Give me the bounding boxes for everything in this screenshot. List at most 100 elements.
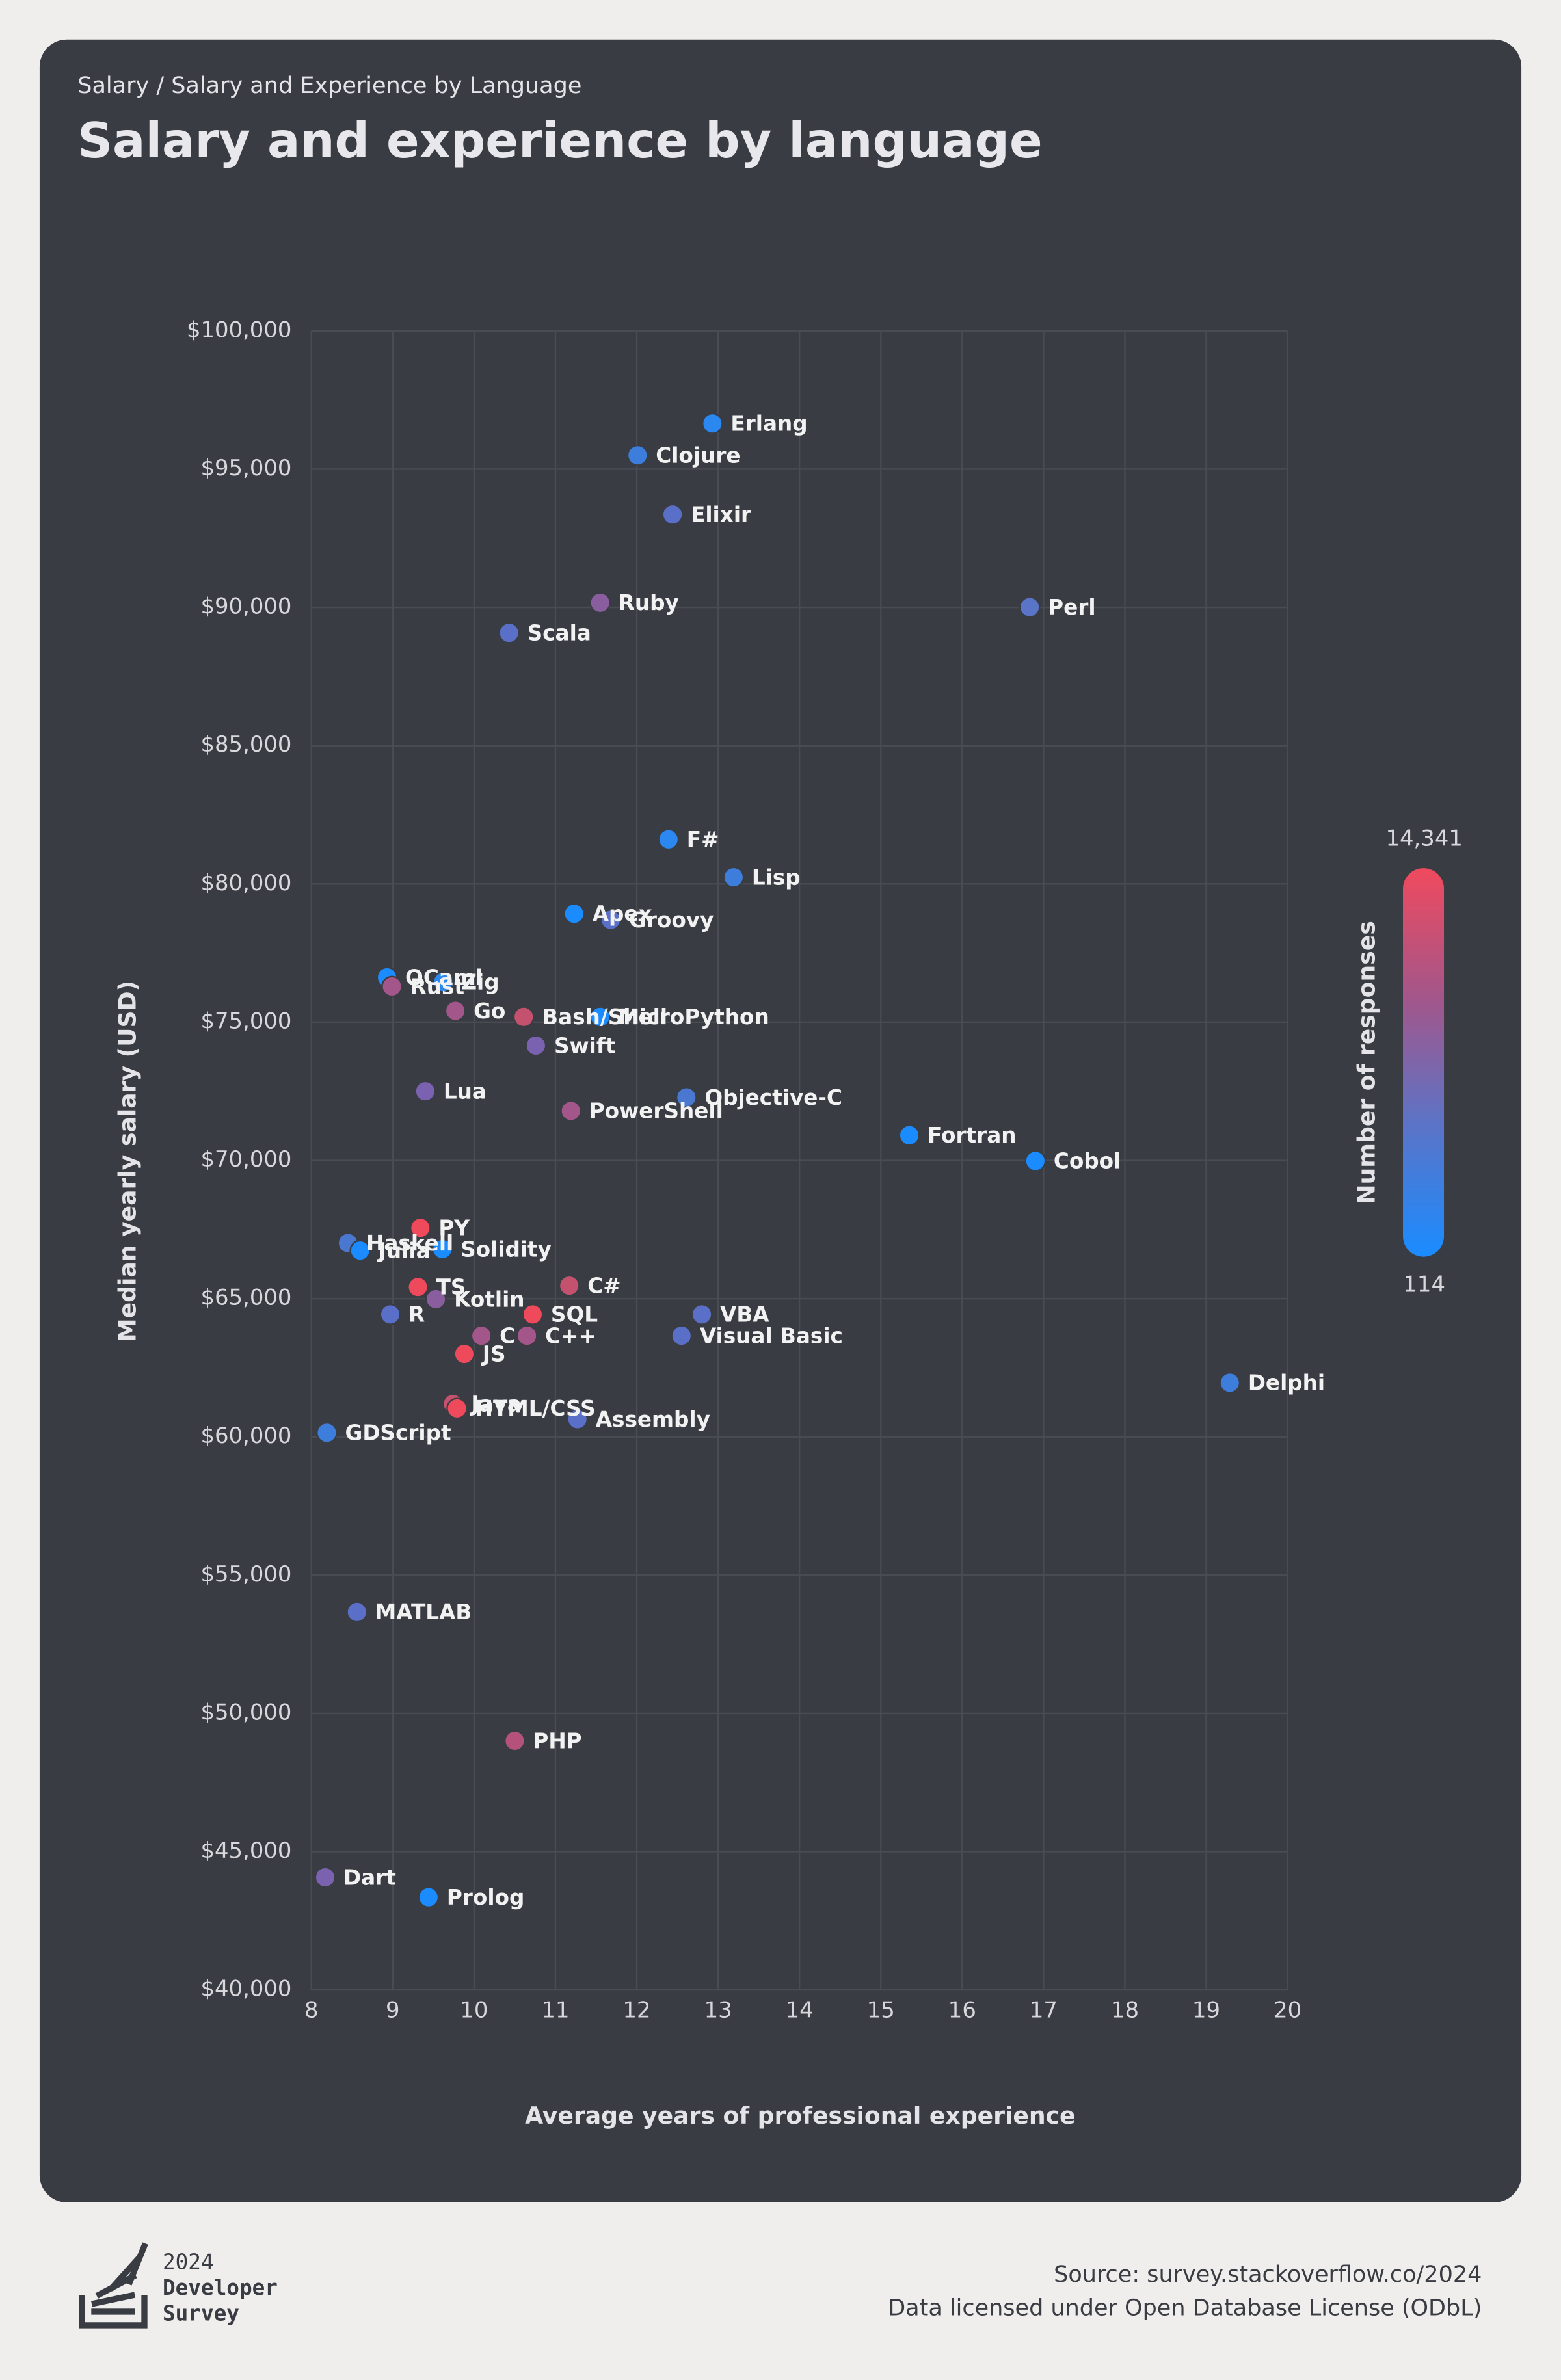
point-label: R <box>408 1302 425 1327</box>
point <box>407 1276 429 1298</box>
point-label: VBA <box>720 1302 769 1327</box>
point <box>1219 1372 1241 1394</box>
x-axis-label: Average years of professional experience <box>525 2102 1075 2130</box>
logo-text: Survey <box>163 2301 239 2326</box>
point <box>898 1124 920 1146</box>
point <box>414 1080 436 1102</box>
logo-text: Developer <box>163 2275 278 2300</box>
point <box>558 1275 580 1297</box>
point <box>513 1006 535 1028</box>
point-label: Prolog <box>447 1885 524 1910</box>
point-label: Zig <box>461 970 499 995</box>
colorbar-title: Number of responses <box>1352 921 1380 1204</box>
colorbar <box>1403 868 1445 1257</box>
point <box>349 1239 371 1262</box>
y-axis-label: Median yearly salary (USD) <box>114 981 142 1342</box>
point <box>1024 1150 1047 1172</box>
point-label: Julia <box>377 1238 431 1263</box>
point-label: Scala <box>527 621 591 646</box>
point-label: Delphi <box>1248 1371 1325 1395</box>
point-label: HTML/CSS <box>475 1396 596 1421</box>
point <box>409 1217 431 1239</box>
point <box>702 412 723 434</box>
x-tick-label: 16 <box>948 1997 976 2022</box>
point <box>589 592 611 614</box>
grid <box>310 330 1288 1991</box>
x-tick-label: 8 <box>304 1997 319 2022</box>
y-tick-label: $60,000 <box>201 1423 292 1448</box>
point-label: Ruby <box>619 590 679 615</box>
logo <box>79 2242 148 2329</box>
point-label: TS <box>436 1275 466 1300</box>
point-label: Perl <box>1048 595 1095 620</box>
point-label: Solidity <box>460 1237 552 1262</box>
point <box>1019 596 1041 618</box>
point <box>433 971 454 993</box>
y-tick-label: $85,000 <box>201 732 292 757</box>
point-label: Apex <box>593 902 652 927</box>
point <box>316 1421 338 1444</box>
point-label: MATLAB <box>375 1600 472 1624</box>
point <box>626 444 648 466</box>
y-tick-label: $55,000 <box>201 1561 292 1587</box>
point <box>691 1303 713 1325</box>
point-label: Swift <box>554 1033 616 1058</box>
breadcrumb: Salary / Salary and Experience by Langua… <box>77 73 581 99</box>
x-tick-label: 10 <box>460 1997 488 2022</box>
point-label: Dart <box>343 1865 396 1890</box>
point-label: Elixir <box>691 503 752 527</box>
point-label: PowerShell <box>589 1099 723 1124</box>
point <box>600 909 622 931</box>
point-label: GDScript <box>345 1421 451 1446</box>
y-tick-label: $90,000 <box>201 594 292 619</box>
y-tick-label: $95,000 <box>201 455 292 481</box>
y-tick-label: $40,000 <box>201 1976 292 2002</box>
point-label: Lisp <box>752 865 801 890</box>
x-tick-label: 9 <box>386 1997 400 2022</box>
point-label: SQL <box>551 1302 598 1327</box>
point-label: Go <box>474 999 505 1024</box>
point-label: PHP <box>533 1728 581 1753</box>
point-label: Lua <box>444 1079 487 1104</box>
y-tick-label: $100,000 <box>187 317 291 342</box>
point <box>425 1288 447 1310</box>
colorbar-tick-label: 14,341 <box>1386 825 1463 851</box>
point <box>446 1397 468 1420</box>
point <box>418 1886 440 1909</box>
y-tick-label: $80,000 <box>201 870 292 895</box>
y-tick-label: $50,000 <box>201 1699 292 1725</box>
point <box>516 1325 538 1347</box>
x-tick-label: 15 <box>867 1997 895 2022</box>
point <box>498 622 520 644</box>
point <box>525 1035 547 1057</box>
point-label: Clojure <box>656 443 740 468</box>
point-label: Bash/Shell <box>542 1005 667 1029</box>
point-label: Haskell <box>366 1231 453 1256</box>
source: Source: survey.stackoverflow.co/2024 <box>1054 2262 1482 2288</box>
point-label: Rust <box>410 974 464 999</box>
point-label: OCaml <box>405 965 483 990</box>
point <box>346 1601 368 1623</box>
point <box>444 1000 466 1022</box>
y-tick-label: $70,000 <box>201 1146 292 1172</box>
y-tick-label: $65,000 <box>201 1285 292 1310</box>
point-label: C# <box>587 1273 620 1298</box>
point <box>567 1408 589 1430</box>
point <box>675 1087 697 1108</box>
point <box>379 1303 401 1325</box>
license: Data licensed under Open Database Licens… <box>888 2295 1482 2321</box>
point-label: PY <box>438 1216 470 1241</box>
point-label: C++ <box>545 1323 596 1348</box>
point-label: F# <box>687 827 719 852</box>
point-label: Assembly <box>596 1407 710 1432</box>
point <box>560 1100 582 1122</box>
x-tick-label: 19 <box>1192 1997 1220 2022</box>
point-label: Groovy <box>629 908 714 932</box>
point <box>431 1238 453 1260</box>
point <box>314 1866 336 1888</box>
point <box>723 866 745 888</box>
chart-title: Salary and experience by language <box>77 112 1042 169</box>
x-tick-label: 14 <box>786 1997 814 2022</box>
point <box>589 1006 611 1028</box>
